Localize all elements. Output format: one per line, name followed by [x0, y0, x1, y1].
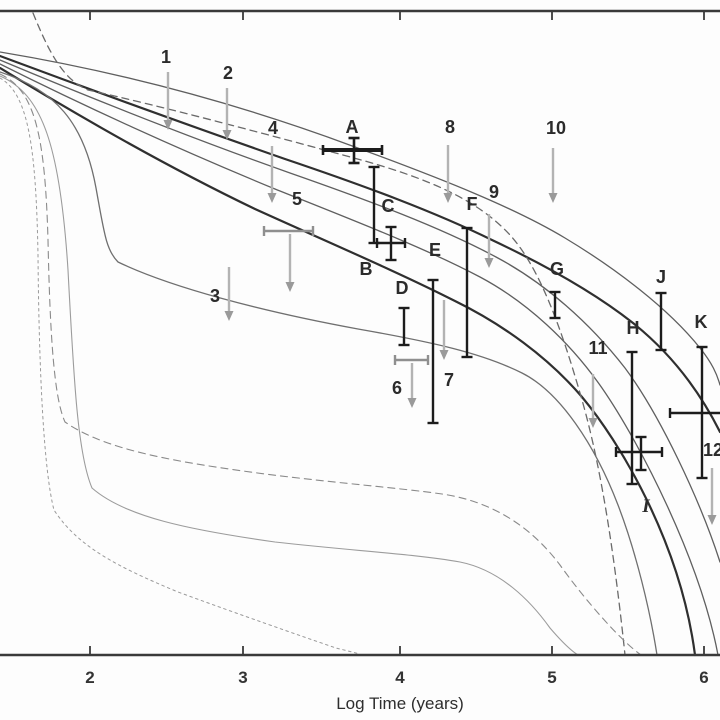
point-label-A: A [346, 117, 359, 137]
x-tick-label-3: 3 [238, 668, 247, 687]
upper-limit-arrow-head-10 [548, 193, 558, 203]
curve-model-dashed-upper [32, 12, 626, 656]
curve-model-dotted-low [0, 77, 361, 655]
point-label-4: 4 [268, 118, 278, 138]
x-axis-title: Log Time (years) [336, 694, 464, 713]
point-label-5: 5 [292, 189, 302, 209]
point-label-9: 9 [489, 182, 499, 202]
point-label-J: J [656, 267, 666, 287]
upper-limit-arrow-head-6 [407, 398, 417, 408]
point-label-C: C [382, 196, 395, 216]
curve-model-low-light [0, 75, 579, 656]
curve-model-upper-2-thick [0, 54, 720, 434]
upper-limit-arrow-head-3 [224, 311, 234, 321]
upper-limit-arrow-head-4 [267, 193, 277, 203]
point-label-7: 7 [444, 370, 454, 390]
point-label-10: 10 [546, 118, 566, 138]
upper-limit-arrow-head-7 [439, 350, 449, 360]
upper-limit-arrow-head-5 [285, 282, 295, 292]
point-label-E: E [429, 240, 441, 260]
upper-limit-arrow-head-9 [484, 258, 494, 268]
point-label-11: 11 [588, 338, 607, 358]
curve-model-upper-1 [0, 51, 720, 386]
point-label-8: 8 [445, 117, 455, 137]
point-label-2: 2 [223, 63, 233, 83]
point-label-D: D [396, 278, 409, 298]
upper-limit-arrow-head-8 [443, 193, 453, 203]
upper-limit-arrows-layer [163, 72, 717, 525]
x-tick-label-6: 6 [699, 668, 708, 687]
point-label-H: H [627, 318, 640, 338]
axes-layer: 2 3 4 5 6 [0, 9, 720, 687]
curve-model-upper-3 [0, 59, 720, 563]
point-label-K: K [695, 312, 708, 332]
x-tick-label-5: 5 [547, 668, 556, 687]
curve-model-mid-low [0, 71, 658, 656]
point-label-1: 1 [161, 47, 171, 67]
model-curves-layer [0, 12, 720, 657]
upper-limit-arrow-head-2 [222, 130, 232, 140]
curve-model-dashed-mid-low [0, 73, 642, 656]
error-bars-layer [262, 136, 720, 486]
point-label-6: 6 [392, 378, 402, 398]
x-tick-label-4: 4 [395, 668, 405, 687]
point-label-I: I [641, 496, 650, 517]
point-label-G: G [550, 259, 564, 279]
point-label-3: 3 [210, 286, 220, 306]
x-tick-label-2: 2 [85, 668, 94, 687]
upper-limit-arrow-head-11 [588, 418, 598, 428]
upper-limit-arrow-head-1 [163, 120, 173, 130]
point-label-12: 12 [703, 440, 720, 460]
curve-model-upper-4 [0, 63, 719, 656]
upper-limit-arrow-head-12 [707, 515, 717, 525]
point-label-B: B [360, 259, 373, 279]
point-label-F: F [467, 194, 478, 214]
